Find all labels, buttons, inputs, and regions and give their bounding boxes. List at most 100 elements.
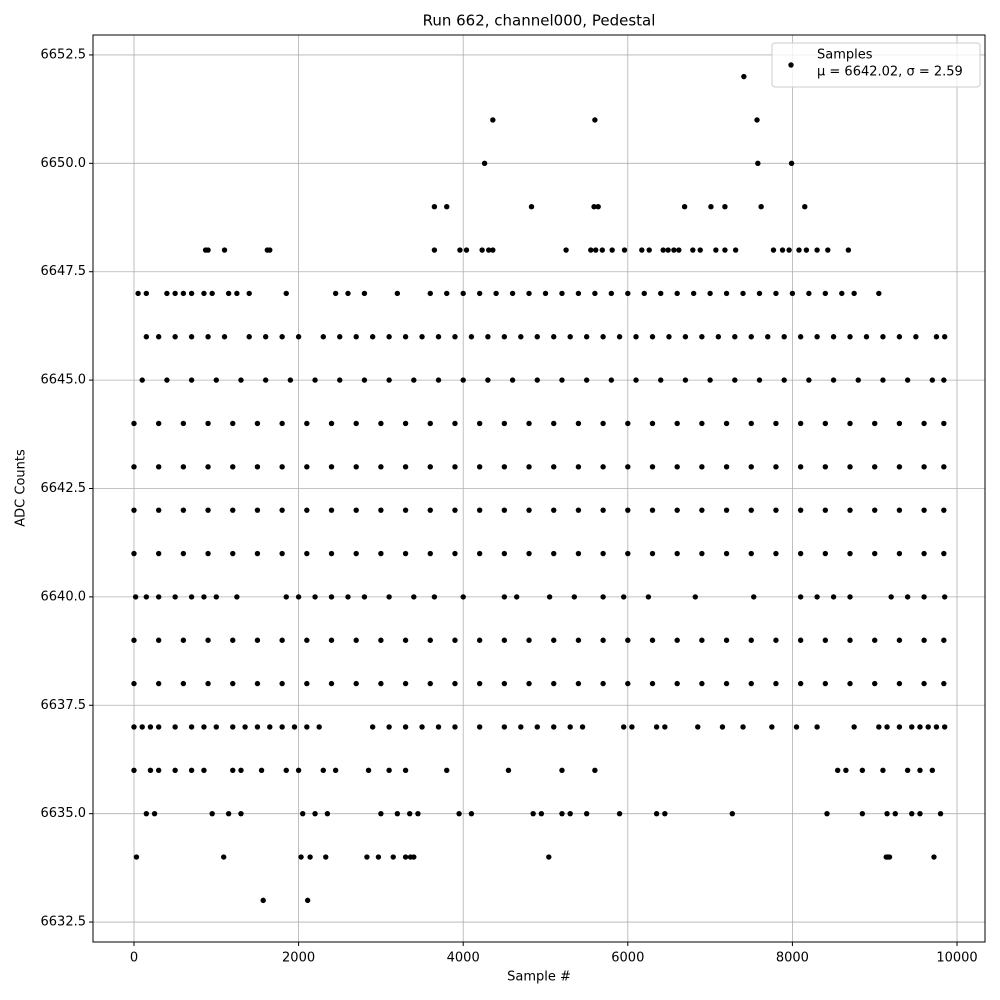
point <box>830 377 837 383</box>
point <box>834 767 841 774</box>
point <box>814 724 820 730</box>
point <box>205 680 211 687</box>
point <box>896 334 903 340</box>
point <box>435 377 442 383</box>
point <box>386 594 392 600</box>
point <box>769 724 775 730</box>
point <box>674 464 680 470</box>
point <box>205 507 211 513</box>
point <box>390 854 396 860</box>
point <box>452 637 458 643</box>
point <box>796 247 802 253</box>
point <box>188 377 195 383</box>
point <box>575 550 582 557</box>
point <box>888 594 894 600</box>
point <box>748 550 754 557</box>
point <box>485 334 491 340</box>
point <box>205 334 211 340</box>
point <box>452 507 458 513</box>
point <box>859 810 866 817</box>
point <box>320 767 326 774</box>
point <box>839 290 845 297</box>
point <box>847 594 853 600</box>
point <box>755 160 761 167</box>
point <box>476 550 483 557</box>
point <box>353 550 359 557</box>
point <box>457 247 463 253</box>
point <box>180 290 187 297</box>
point <box>304 550 310 557</box>
point <box>375 854 382 860</box>
point <box>353 637 359 643</box>
point <box>328 420 335 427</box>
point <box>896 550 903 557</box>
point <box>260 897 266 904</box>
point <box>267 724 273 730</box>
point <box>505 767 512 774</box>
point <box>402 724 409 730</box>
point <box>147 767 154 774</box>
point <box>328 464 335 470</box>
point <box>254 637 261 643</box>
point <box>501 464 508 470</box>
point <box>723 420 730 427</box>
point <box>345 594 351 600</box>
point <box>770 247 777 253</box>
point <box>921 550 927 557</box>
point <box>633 334 639 340</box>
point <box>300 810 306 817</box>
point <box>921 680 927 687</box>
point <box>758 203 764 210</box>
point <box>707 290 713 297</box>
chart-title: Run 662, channel000, Pedestal <box>423 12 656 30</box>
point <box>279 550 285 557</box>
point <box>131 680 137 687</box>
point <box>291 724 298 730</box>
point <box>328 550 335 557</box>
point <box>941 420 947 427</box>
point <box>682 377 689 383</box>
point <box>600 637 606 643</box>
point <box>559 767 565 774</box>
point <box>415 810 421 817</box>
point <box>674 420 680 427</box>
point <box>490 117 496 123</box>
point <box>188 594 195 600</box>
point <box>131 550 137 557</box>
point <box>205 464 211 470</box>
point <box>583 810 590 817</box>
point <box>133 854 140 860</box>
point <box>723 507 730 513</box>
point <box>847 464 853 470</box>
point <box>575 464 582 470</box>
point <box>312 594 318 600</box>
point <box>452 680 458 687</box>
point <box>571 594 578 600</box>
point <box>328 594 335 600</box>
point <box>188 767 195 774</box>
point <box>542 290 549 297</box>
point <box>254 724 261 730</box>
point <box>509 290 516 297</box>
point <box>732 247 739 253</box>
point <box>896 420 903 427</box>
point <box>378 637 384 643</box>
point <box>361 290 368 297</box>
point <box>225 810 232 817</box>
point <box>378 464 384 470</box>
point <box>880 334 886 340</box>
point <box>258 767 265 774</box>
point <box>896 464 903 470</box>
point <box>822 680 829 687</box>
point <box>295 334 302 340</box>
point <box>625 637 631 643</box>
point <box>323 854 329 860</box>
point <box>690 247 696 253</box>
point <box>649 680 656 687</box>
point <box>786 247 792 253</box>
point <box>551 550 557 557</box>
point <box>213 377 219 383</box>
point <box>732 334 738 340</box>
point <box>180 507 187 513</box>
point <box>595 203 601 210</box>
